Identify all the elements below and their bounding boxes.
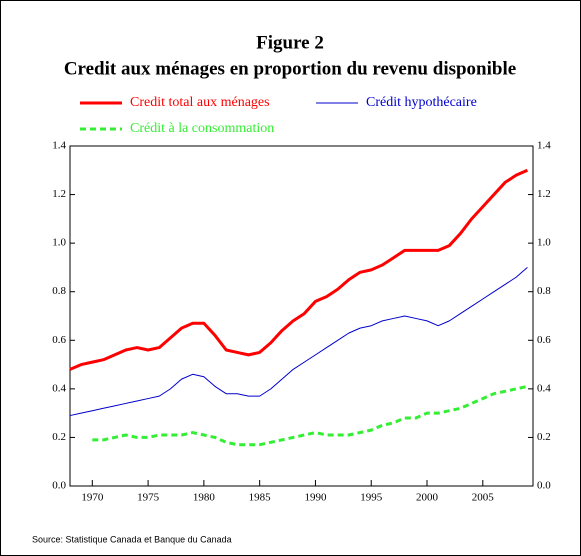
- chart-title: Figure 2: [256, 32, 324, 53]
- y2-tick-label: 0.2: [537, 431, 551, 443]
- y-tick-label: 0.2: [52, 431, 66, 443]
- chart-subtitle: Credit aux ménages en proportion du reve…: [64, 58, 516, 79]
- y-tick-label: 1.4: [52, 140, 66, 152]
- y-tick-label: 0.4: [52, 382, 66, 394]
- legend-label: Crédit à la consommation: [130, 121, 274, 136]
- x-tick-label: 1970: [81, 492, 104, 504]
- y2-tick-label: 1.2: [537, 188, 551, 200]
- source: Source: Statistique Canada et Banque du …: [32, 534, 232, 544]
- x-tick-label: 1985: [249, 492, 272, 504]
- series-line: [92, 384, 528, 447]
- plot-frame: [69, 145, 534, 487]
- x-tick-label: 1980: [193, 492, 216, 504]
- x-tick-label: 2000: [416, 492, 439, 504]
- series-line: [69, 168, 529, 371]
- y-tick-label: 0.8: [52, 285, 66, 297]
- y2-tick-label: 0.6: [537, 334, 551, 346]
- y-tick-label: 1.0: [52, 237, 66, 249]
- y-tick-label: 0.0: [52, 480, 66, 492]
- y-tick-label: 0.6: [52, 334, 66, 346]
- x-tick-label: 1990: [304, 492, 327, 504]
- y2-tick-label: 1.4: [537, 140, 551, 152]
- x-tick-label: 1975: [137, 492, 160, 504]
- x-tick-label: 1995: [360, 492, 383, 504]
- x-tick-label: 2005: [472, 492, 495, 504]
- legend-label: Crédit hypothécaire: [366, 95, 477, 110]
- y2-tick-label: 0.8: [537, 285, 551, 297]
- y2-tick-label: 1.0: [537, 237, 551, 249]
- legend-label: Credit total aux ménages: [130, 95, 270, 110]
- series-line: [69, 267, 528, 417]
- y2-tick-label: 0.4: [537, 382, 551, 394]
- y-tick-label: 1.2: [52, 188, 66, 200]
- y2-tick-label: 0.0: [537, 480, 551, 492]
